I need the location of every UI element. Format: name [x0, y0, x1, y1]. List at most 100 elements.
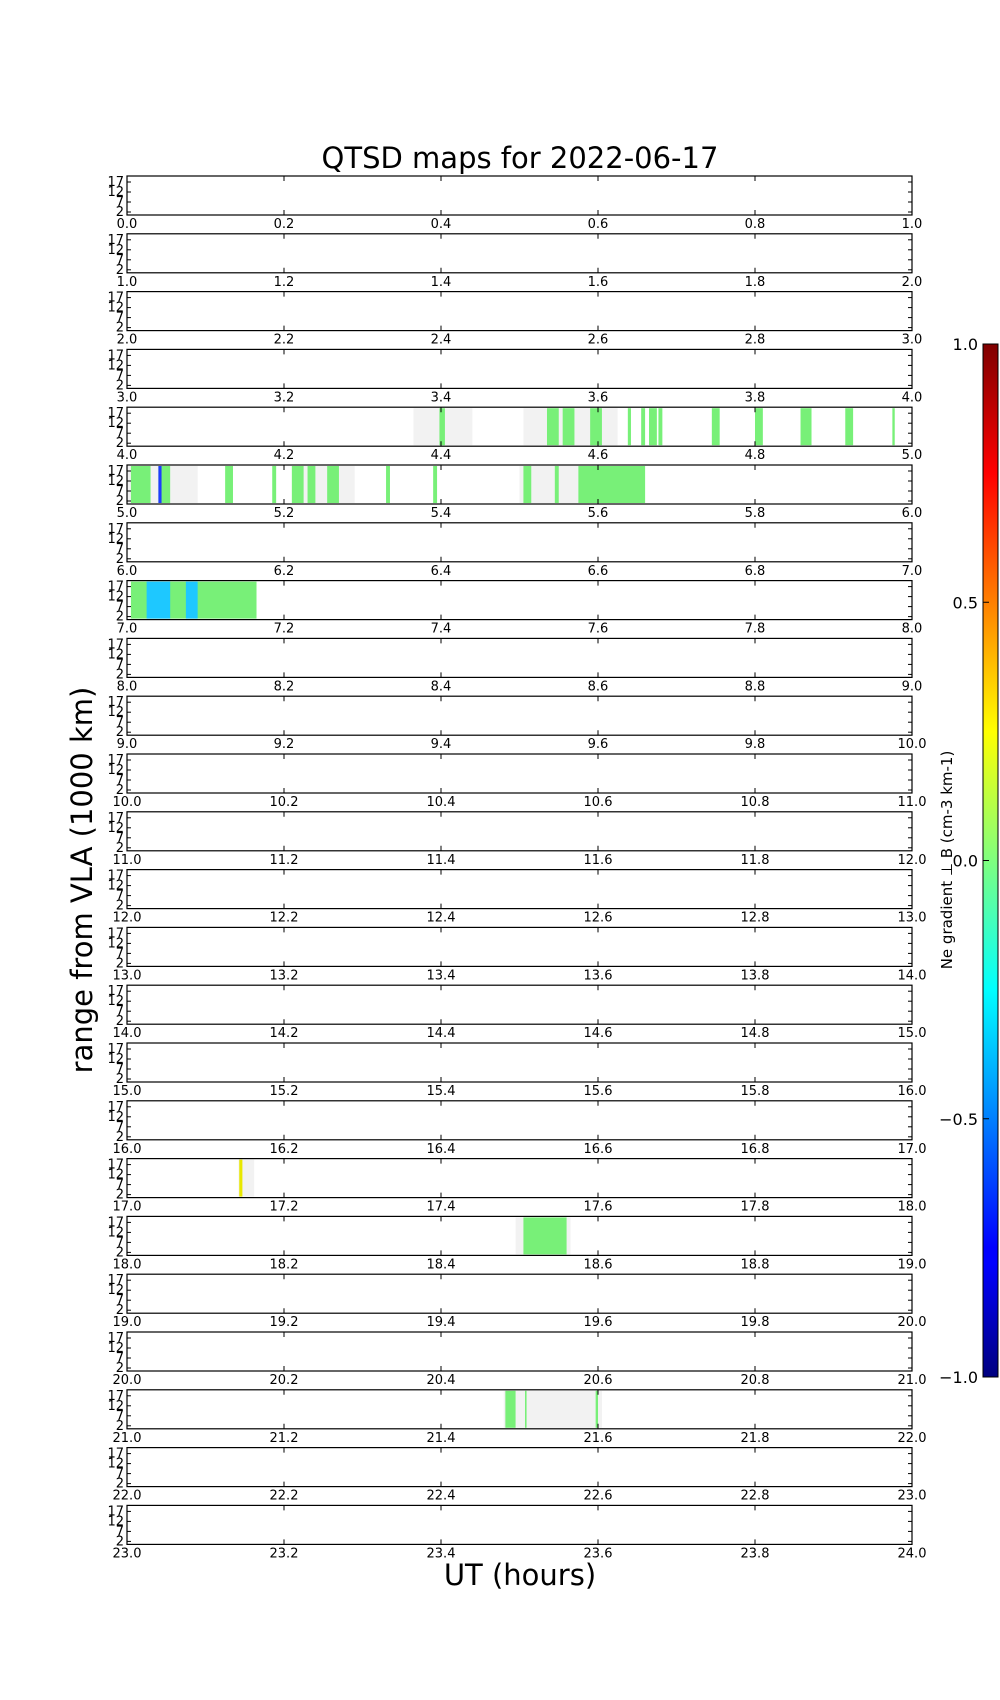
x-tick-label: 5.6 — [588, 506, 609, 521]
gradient-data-region — [525, 1390, 527, 1428]
panel-frame — [126, 233, 913, 274]
panel-frame — [126, 753, 913, 794]
y-tick-label: 12 — [107, 1052, 124, 1067]
y-tick-label: 17 — [107, 1100, 124, 1115]
x-axis-label: UT (hours) — [444, 1558, 596, 1592]
x-tick-label: 9.0 — [117, 737, 138, 752]
y-tick-label: 7 — [116, 426, 124, 441]
panel-frame — [126, 348, 913, 389]
gradient-data-region — [892, 408, 895, 446]
x-tick-label: 19.2 — [270, 1315, 299, 1330]
x-tick-label: 19.0 — [898, 1257, 927, 1272]
y-tick-label: 2 — [116, 841, 124, 856]
x-tick-label: 2.0 — [117, 333, 138, 348]
x-tick-label: 18.8 — [741, 1257, 770, 1272]
gradient-data-region — [658, 408, 663, 446]
y-tick-label: 17 — [107, 1158, 124, 1173]
y-tick-label: 7 — [116, 1004, 124, 1019]
x-tick-label: 12.4 — [427, 911, 456, 926]
x-tick-label: 9.4 — [431, 737, 452, 752]
x-tick-label: 6.0 — [902, 506, 923, 521]
x-tick-label: 17.0 — [113, 1200, 142, 1215]
x-tick-label: 6.8 — [745, 564, 766, 579]
gradient-data-region — [845, 408, 854, 446]
x-tick-label: 0.2 — [274, 217, 295, 232]
y-tick-label: 7 — [116, 484, 124, 499]
x-tick-label: 8.4 — [431, 679, 452, 694]
gradient-data-region — [627, 408, 631, 446]
x-tick-label: 17.8 — [741, 1200, 770, 1215]
panel-frame — [126, 695, 913, 736]
panel-frame — [126, 1446, 913, 1488]
panel-frame — [126, 1331, 913, 1372]
gradient-data-region — [562, 408, 575, 446]
y-tick-label: 2 — [116, 725, 124, 740]
gradient-data-region — [641, 408, 646, 446]
x-tick-label: 17.2 — [270, 1200, 299, 1215]
x-tick-label: 14.2 — [270, 1026, 299, 1041]
x-tick-label: 10.2 — [270, 795, 299, 810]
y-tick-label: 17 — [107, 348, 124, 363]
colorbar: 1.0 0.5 0.0 −0.5 −1.0 Ne gradient ⊥ B (cm-3 … — [938, 335, 999, 1387]
colorbar-label: Ne gradient ⊥ B (cm-3 km-1) — [938, 751, 956, 970]
y-tick-label: 17 — [107, 464, 124, 479]
y-tick-label: 12 — [107, 185, 124, 200]
y-tick-label: 12 — [107, 763, 124, 778]
y-tick-label: 17 — [107, 984, 124, 999]
panel-frame — [126, 811, 913, 852]
x-tick-label: 3.0 — [902, 333, 923, 348]
x-tick-label: 4.0 — [902, 390, 923, 405]
y-tick-label: 2 — [116, 494, 124, 509]
x-tick-label: 12.0 — [898, 853, 927, 868]
y-tick-label: 7 — [116, 1120, 124, 1135]
y-tick-label: 17 — [107, 233, 124, 248]
gradient-data-region — [433, 466, 438, 503]
panel-frame — [126, 1389, 913, 1430]
x-tick-label: 13.8 — [741, 968, 770, 983]
x-tick-label: 23.2 — [270, 1546, 299, 1561]
x-tick-label: 19.4 — [427, 1315, 456, 1330]
y-tick-label: 12 — [107, 1341, 124, 1356]
y-tick-label: 17 — [107, 522, 124, 537]
x-tick-label: 1.4 — [431, 275, 452, 290]
colorbar-ticks: 1.0 0.5 0.0 −0.5 −1.0 — [939, 335, 989, 1387]
x-tick-label: 10.4 — [427, 795, 456, 810]
gradient-data-region — [386, 466, 390, 503]
x-tick-label: 4.8 — [745, 448, 766, 463]
x-tick-label: 12.0 — [113, 911, 142, 926]
y-tick-label: 12 — [107, 532, 124, 547]
y-tick-label: 2 — [116, 1130, 124, 1145]
y-tick-label: 17 — [107, 580, 124, 595]
x-tick-label: 23.8 — [741, 1546, 770, 1561]
y-tick-label: 12 — [107, 1514, 124, 1529]
x-tick-label: 12.2 — [270, 911, 299, 926]
y-tick-label: 2 — [116, 321, 124, 336]
panel-frame — [126, 1042, 913, 1083]
colorbar-tick-label: 0.5 — [953, 593, 978, 612]
x-tick-label: 13.0 — [113, 968, 142, 983]
y-tick-label: 2 — [116, 1014, 124, 1029]
x-tick-label: 3.6 — [588, 390, 609, 405]
x-tick-label: 2.8 — [745, 333, 766, 348]
gradient-data-region — [649, 408, 657, 446]
x-tick-label: 4.4 — [431, 448, 452, 463]
gradient-data-region — [130, 466, 151, 503]
y-tick-label: 17 — [107, 869, 124, 884]
negative-gradient-region — [146, 581, 171, 619]
x-tick-label: 20.0 — [113, 1373, 142, 1388]
x-tick-label: 3.2 — [274, 390, 295, 405]
y-tick-label: 17 — [107, 1273, 124, 1288]
x-tick-label: 3.4 — [431, 390, 452, 405]
gradient-data-region — [439, 408, 445, 446]
